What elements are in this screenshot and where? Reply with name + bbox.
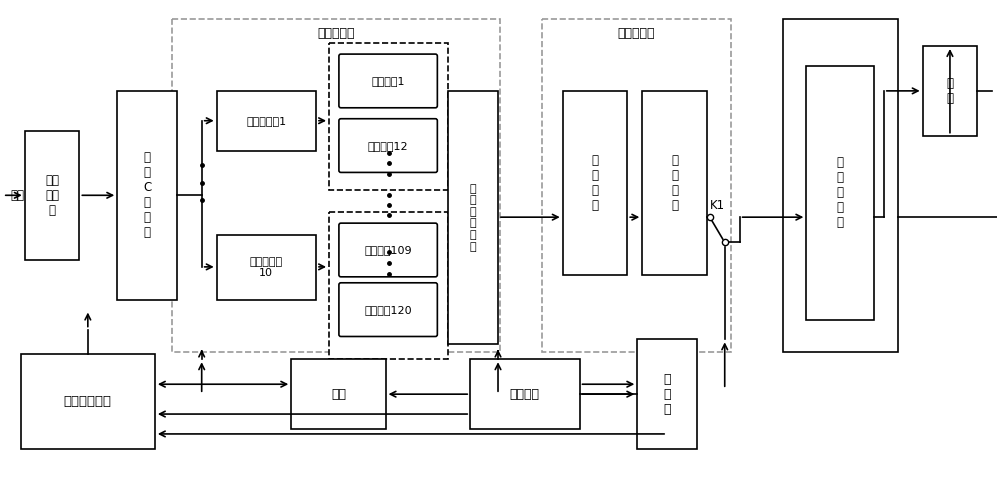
Bar <box>217 235 316 300</box>
Text: 功放单元120: 功放单元120 <box>364 305 412 315</box>
Bar <box>563 91 627 275</box>
Text: 功
率
合
成
网
络: 功 率 合 成 网 络 <box>470 184 476 251</box>
Text: 功率放大器: 功率放大器 <box>317 27 355 40</box>
Text: 数字分配器
10: 数字分配器 10 <box>250 256 283 278</box>
Text: 功放单元1: 功放单元1 <box>371 76 405 86</box>
Text: 冷却装置: 冷却装置 <box>510 387 540 401</box>
FancyBboxPatch shape <box>339 283 437 337</box>
Text: 天
线
调
谐
器: 天 线 调 谐 器 <box>837 156 844 229</box>
Text: 天
线: 天 线 <box>946 77 953 105</box>
Bar <box>542 19 731 352</box>
Bar <box>291 359 386 429</box>
Bar <box>25 131 79 260</box>
Text: 假
负
载: 假 负 载 <box>663 373 671 416</box>
Bar <box>806 66 874 319</box>
Text: 数字分配器1: 数字分配器1 <box>246 116 286 126</box>
Text: 功放单元12: 功放单元12 <box>368 141 408 150</box>
Text: 匹配滤波器: 匹配滤波器 <box>617 27 655 40</box>
Bar <box>21 354 155 449</box>
FancyBboxPatch shape <box>339 119 437 173</box>
Bar <box>783 19 898 352</box>
Bar <box>642 91 707 275</box>
Bar <box>470 359 580 429</box>
Text: 监控管理设备: 监控管理设备 <box>64 395 112 408</box>
FancyBboxPatch shape <box>339 223 437 277</box>
Bar <box>923 46 977 136</box>
Text: 滤
波
回
路: 滤 波 回 路 <box>671 154 678 212</box>
Text: K1: K1 <box>710 199 725 211</box>
Bar <box>329 212 448 359</box>
FancyBboxPatch shape <box>339 54 437 108</box>
Bar <box>217 91 316 150</box>
Bar <box>637 340 697 449</box>
Text: 电源: 电源 <box>331 387 346 401</box>
Text: 罗
兰
C
调
制
器: 罗 兰 C 调 制 器 <box>143 151 151 239</box>
Bar <box>329 43 448 190</box>
Text: 匹
配
电
路: 匹 配 电 路 <box>591 154 598 212</box>
Bar <box>172 19 500 352</box>
Bar <box>448 91 498 345</box>
Text: 信号
激励
器: 信号 激励 器 <box>45 174 59 217</box>
Text: 功放单元109: 功放单元109 <box>364 245 412 255</box>
Bar <box>117 91 177 300</box>
Text: 信号: 信号 <box>11 189 25 202</box>
